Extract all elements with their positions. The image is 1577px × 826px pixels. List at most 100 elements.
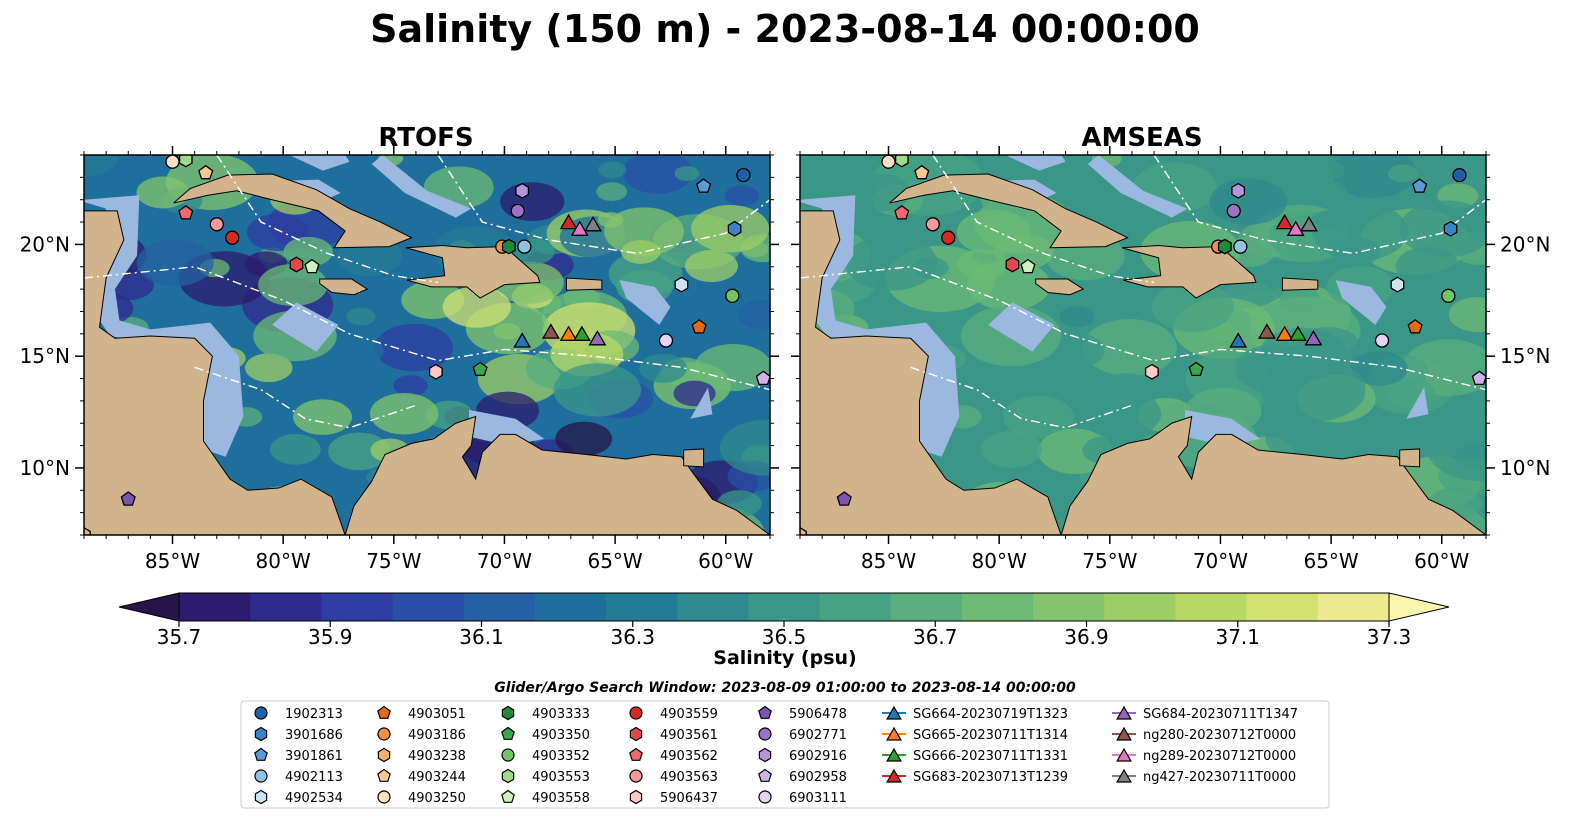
shallow-shelf xyxy=(272,302,339,352)
salinity-patch xyxy=(1260,358,1366,422)
colorbar-segment xyxy=(961,593,1034,621)
argo-marker-4903333 xyxy=(1217,238,1232,255)
legend-item: SG665-20230711T1314 xyxy=(882,726,1068,743)
legend-item: 4902113 xyxy=(254,769,343,785)
colorbar-tick-label: 37.1 xyxy=(1215,625,1260,649)
shallow-shelf xyxy=(469,409,545,446)
argo-marker-4903561 xyxy=(289,256,304,273)
legend-marker xyxy=(501,748,515,762)
legend-item: 4903051 xyxy=(377,705,466,722)
colorbar-segment xyxy=(819,593,892,621)
salinity-patch xyxy=(1151,282,1234,332)
argo-marker-4902534 xyxy=(1390,276,1405,293)
argo-marker-3901686 xyxy=(727,220,742,237)
legend-marker xyxy=(629,706,643,720)
legend-item: ng427-20230711T0000 xyxy=(1112,768,1296,785)
colorbar-segment xyxy=(1175,593,1248,621)
legend-marker xyxy=(758,768,772,782)
salinity-patch xyxy=(1311,210,1342,230)
salinity-patch xyxy=(1350,350,1408,386)
argo-marker-4903244 xyxy=(914,164,930,180)
lat-tick-label: 10°N xyxy=(1500,456,1550,480)
glider-marker-ng289-20230712T0000 xyxy=(1286,220,1305,236)
argo-marker-4903562 xyxy=(178,205,194,220)
legend-label: 4903352 xyxy=(532,749,590,764)
salinity-patch xyxy=(244,353,293,383)
legend-label: 4903051 xyxy=(408,707,466,722)
glider-marker-SG666-20230711T1331 xyxy=(1288,325,1307,341)
salinity-patch xyxy=(639,353,687,383)
lon-tick-label: 70°W xyxy=(477,549,532,573)
salinity-patch xyxy=(603,207,685,256)
legend-label: 4903333 xyxy=(532,707,590,722)
legend-item: 4903563 xyxy=(629,769,718,785)
legend-item: 4903561 xyxy=(629,726,718,743)
legend-item: SG664-20230719T1323 xyxy=(882,705,1068,722)
legend-marker xyxy=(254,747,268,761)
salinity-patch xyxy=(1388,164,1418,183)
argo-marker-4902534 xyxy=(674,276,689,293)
shallow-shelf xyxy=(289,155,350,171)
salinity-patch xyxy=(442,286,511,328)
salinity-patch xyxy=(598,161,627,179)
argo-marker-6903111 xyxy=(1374,333,1390,348)
salinity-patch xyxy=(981,430,1042,468)
legend-marker xyxy=(758,705,772,719)
salinity-patch xyxy=(1082,319,1177,377)
argo-marker-6902958 xyxy=(1471,370,1486,386)
argo-marker-5906478 xyxy=(836,491,852,506)
legend-marker xyxy=(501,726,515,740)
search-window-text: Glider/Argo Search Window: 2023-08-09 01… xyxy=(494,680,1076,696)
salinity-patch xyxy=(555,421,613,457)
argo-marker-1902313 xyxy=(1452,167,1467,183)
argo-marker-5906437 xyxy=(428,363,443,380)
legend-item: 3901861 xyxy=(254,747,343,764)
legend-item: 6902771 xyxy=(758,727,847,743)
shallow-shelf xyxy=(619,280,671,325)
salinity-patch xyxy=(84,155,119,177)
lat-tick-label: 15°N xyxy=(1500,344,1550,368)
argo-marker-4903350 xyxy=(1188,361,1204,377)
salinity-patch xyxy=(393,375,428,397)
legend-marker xyxy=(1116,747,1132,762)
legend-marker xyxy=(501,789,515,803)
legend-item: SG683-20230713T1239 xyxy=(882,768,1068,785)
colorbar-tick-label: 36.1 xyxy=(459,625,504,649)
lon-tick-label: 60°W xyxy=(1414,549,1469,573)
lon-tick-label: 85°W xyxy=(145,549,200,573)
colorbar-tick-label: 35.9 xyxy=(308,625,353,649)
rtofs-map xyxy=(84,155,770,535)
argo-marker-3901686 xyxy=(1443,220,1458,237)
shallow-shelf xyxy=(690,387,713,419)
legend-label: 6902958 xyxy=(789,770,847,785)
rtofs-axes: 85°W 80°W 75°W 70°W 65°W 60°W 20°N 15°N 10°N xyxy=(20,146,779,573)
legend-marker xyxy=(254,769,268,783)
colorbar-over-triangle xyxy=(1388,592,1450,622)
salinity-patch xyxy=(136,176,190,209)
legend-marker xyxy=(254,726,268,742)
legend-item: 4903352 xyxy=(501,748,590,764)
argo-marker-6902916 xyxy=(515,182,530,199)
salinity-patch xyxy=(1079,388,1162,439)
land-polygon xyxy=(683,448,705,468)
legend-item: 6903111 xyxy=(758,790,847,806)
salinity-patch xyxy=(1331,155,1416,199)
lon-tick-label: 65°W xyxy=(1303,549,1358,573)
colorbar-segment xyxy=(392,593,465,621)
legend-marker xyxy=(377,790,391,804)
legend-label: 3901861 xyxy=(285,749,343,764)
lon-tick-label: 80°W xyxy=(256,549,311,573)
colorbar-segment xyxy=(1033,593,1105,621)
legend: 1902313 3901686 3901861 4902113 4902534 49030… xyxy=(254,705,1298,806)
legend-item: 4903244 xyxy=(377,768,466,785)
argo-marker-4903051 xyxy=(1407,319,1423,334)
glider-marker-SG664-20230719T1323 xyxy=(1229,332,1248,348)
colorbar-segment xyxy=(463,593,536,621)
colorbar-segment xyxy=(677,593,750,621)
legend-label: 4903561 xyxy=(660,728,718,743)
legend-label: 1902313 xyxy=(285,707,343,722)
argo-marker-4902113 xyxy=(517,239,532,254)
legend-marker xyxy=(377,768,391,782)
colorbar-tick-label: 36.3 xyxy=(610,625,655,649)
land-polygon xyxy=(405,245,541,299)
